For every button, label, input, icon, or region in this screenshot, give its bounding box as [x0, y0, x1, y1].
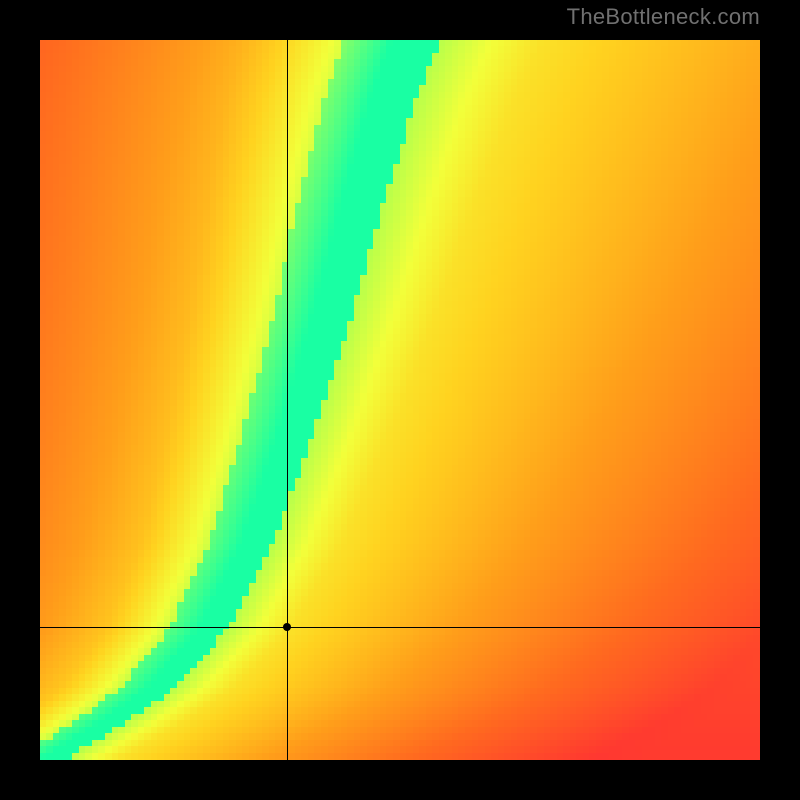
crosshair-dot — [283, 623, 291, 631]
crosshair-vertical — [287, 40, 288, 760]
plot-area — [40, 40, 760, 760]
watermark-text: TheBottleneck.com — [567, 4, 760, 30]
crosshair-horizontal — [40, 627, 760, 628]
heatmap-canvas — [40, 40, 760, 760]
